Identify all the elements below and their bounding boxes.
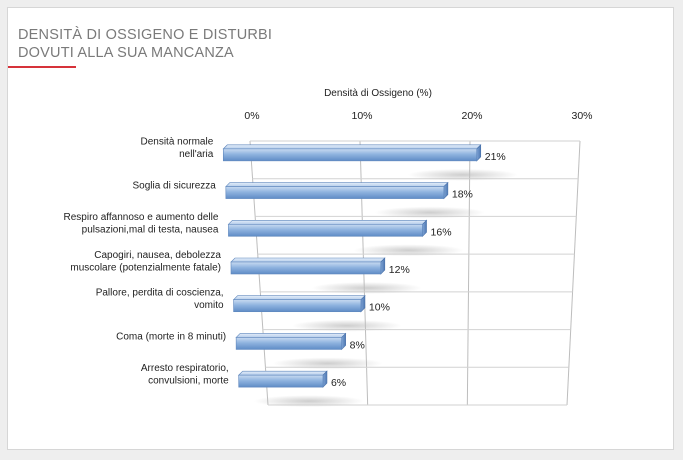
category-label-line: Capogiri, nausea, debolezza: [94, 250, 221, 261]
bar-top-face: [227, 219, 428, 225]
bar-front-face: [230, 261, 382, 275]
category-label-line: nell'aria: [179, 149, 214, 160]
category-label: Coma (morte in 8 minuti): [116, 331, 226, 342]
category-label-line: Coma (morte in 8 minuti): [116, 331, 226, 342]
grid-line-vertical: [466, 140, 471, 406]
category-label-line: Arresto respiratorio,: [141, 363, 229, 374]
tick-label: 10%: [351, 110, 372, 122]
category-label-line: Respiro affannoso e aumento delle: [64, 212, 219, 223]
category-label-line: pulsazioni,mal di testa, nausea: [82, 225, 219, 236]
data-labels: 21% 18% 16% 12% 10% 8% 6%: [331, 151, 506, 389]
bar-shadows: [253, 168, 518, 408]
bar: [225, 181, 449, 200]
axis-ticks: 0% 10% 20% 30%: [244, 110, 592, 122]
bar-front-face: [225, 186, 445, 199]
data-label: 18%: [452, 189, 473, 201]
bar: [227, 219, 428, 238]
category-label: Densità normale nell'aria: [140, 137, 213, 161]
bar-top-face: [225, 182, 449, 187]
axis-title: Densità di Ossigeno (%): [324, 88, 432, 99]
title-line-2: DOVUTI ALLA SUA MANCANZA: [18, 45, 234, 61]
bar-top-face: [232, 295, 366, 301]
category-label-line: Pallore, perdita di coscienza,: [96, 287, 224, 298]
bar-top-face: [237, 370, 328, 376]
bar-front-face: [222, 148, 478, 162]
category-label-line: muscolare (potenzialmente fatale): [70, 262, 221, 273]
category-label: Respiro affannoso e aumento delle pulsazi…: [64, 212, 219, 236]
bar: [235, 332, 347, 351]
category-label: Capogiri, nausea, debolezza muscolare (po…: [70, 250, 221, 274]
category-label-line: convulsioni, morte: [148, 375, 229, 386]
category-label: Arresto respiratorio, convulsioni, morte: [141, 363, 229, 387]
category-label-line: Densità normale: [140, 137, 213, 148]
data-label: 12%: [389, 264, 410, 276]
data-label: 21%: [485, 151, 506, 163]
data-label: 16%: [431, 226, 452, 238]
tick-label: 30%: [571, 110, 592, 122]
tick-label: 20%: [461, 110, 482, 122]
data-label: 10%: [369, 302, 390, 314]
title-accent-line: [8, 66, 76, 68]
bar-shadow: [353, 244, 464, 257]
tick-label: 0%: [244, 110, 259, 122]
category-label-line: Soglia di sicurezza: [132, 181, 216, 192]
page-title: DENSITÀ DI OSSIGENO E DISTURBI DOVUTI AL…: [18, 26, 272, 62]
grid-line-vertical: [566, 140, 581, 406]
title-line-1: DENSITÀ DI OSSIGENO E DISTURBI: [18, 27, 273, 43]
bars: [222, 144, 482, 388]
bar: [232, 294, 366, 313]
bar-shadow: [374, 206, 485, 219]
data-label: 6%: [331, 377, 346, 389]
category-label: Soglia di sicurezza: [132, 181, 216, 192]
category-labels: Densità normale nell'aria Soglia di sicure…: [64, 137, 230, 387]
bar-shadow: [311, 282, 422, 294]
bar-front-face: [235, 337, 342, 350]
bar-shadow: [272, 357, 383, 370]
bar-shadow: [291, 319, 402, 332]
category-label-line: vomito: [194, 300, 224, 311]
bar-front-face: [233, 299, 362, 313]
bar-shadow: [407, 168, 518, 181]
data-label: 8%: [350, 339, 365, 351]
bar-top-face: [235, 333, 347, 338]
bar-top-face: [222, 144, 482, 150]
bar-front-face: [228, 223, 423, 237]
category-label: Pallore, perdita di coscienza, vomito: [96, 287, 224, 311]
bar-top-face: [230, 257, 386, 263]
bar-front-face: [238, 374, 324, 388]
bar: [230, 257, 386, 275]
bar-shadow: [253, 395, 364, 408]
bar: [222, 144, 482, 162]
bar: [237, 370, 328, 388]
